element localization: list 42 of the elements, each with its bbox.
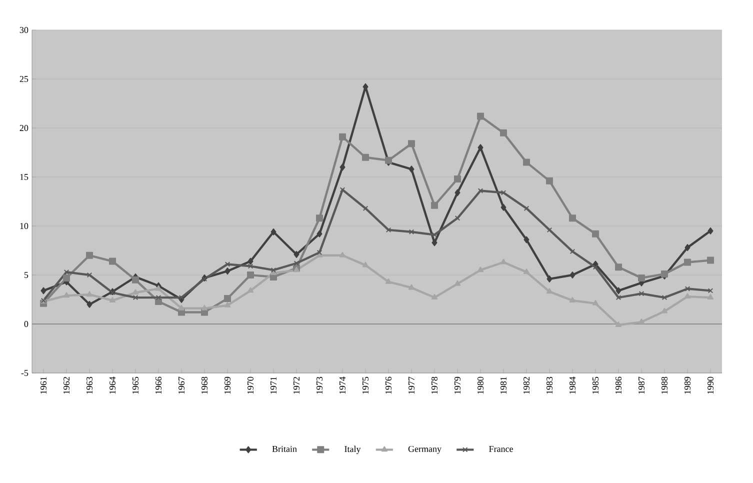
x-tick-label: 1964 [109, 376, 116, 394]
x-tick-label: 1989 [684, 376, 691, 394]
x-tick-label: 1973 [316, 376, 323, 394]
x-tick-label: 1961 [40, 377, 47, 394]
y-tick-label: 0 [24, 320, 28, 328]
x-tick-label: 1987 [638, 376, 645, 394]
x-tick-label: 1976 [385, 376, 392, 394]
x-tick-label: 1988 [661, 376, 668, 394]
legend-label: Germany [408, 446, 442, 454]
x-tick-label: 1967 [178, 376, 185, 394]
x-tick-label: 1971 [270, 377, 277, 394]
x-tick-label: 1990 [707, 376, 714, 394]
x-tick-label: 1975 [362, 376, 369, 394]
x-tick-label: 1965 [132, 376, 139, 394]
x-tick-label: 1966 [155, 376, 162, 394]
x-tick-label: 1982 [523, 377, 530, 394]
x-tick-label: 1986 [615, 376, 622, 394]
x-tick-label: 1972 [293, 377, 300, 394]
y-tick-label: 20 [20, 124, 28, 132]
x-tick-label: 1984 [569, 376, 576, 394]
x-tick-label: 1985 [592, 376, 599, 394]
x-tick-label: 1969 [224, 376, 231, 394]
y-tick-label: 10 [20, 222, 28, 230]
x-tick-label: 1968 [201, 376, 208, 394]
x-tick-label: 1970 [247, 376, 254, 394]
y-tick-label: 25 [20, 76, 28, 82]
y-tick-label: 15 [20, 174, 28, 180]
legend-label: Britain [272, 446, 297, 452]
y-tick-label: 5 [24, 272, 28, 278]
x-tick-label: 1980 [477, 376, 484, 394]
y-tick-label: 30 [20, 26, 28, 34]
x-tick-label: 1983 [546, 376, 553, 394]
x-tick-label: 1981 [500, 377, 507, 394]
x-tick-label: 1974 [339, 376, 346, 394]
x-tick-label: 1978 [431, 376, 438, 394]
legend-label: Italy [344, 446, 361, 454]
x-tick-label: 1977 [408, 376, 415, 394]
legend-label: France [489, 446, 513, 452]
y-tick-label: -5 [21, 370, 28, 376]
x-tick-label: 1979 [454, 376, 461, 394]
x-tick-label: 1962 [63, 377, 70, 394]
x-tick-label: 1963 [86, 376, 93, 394]
